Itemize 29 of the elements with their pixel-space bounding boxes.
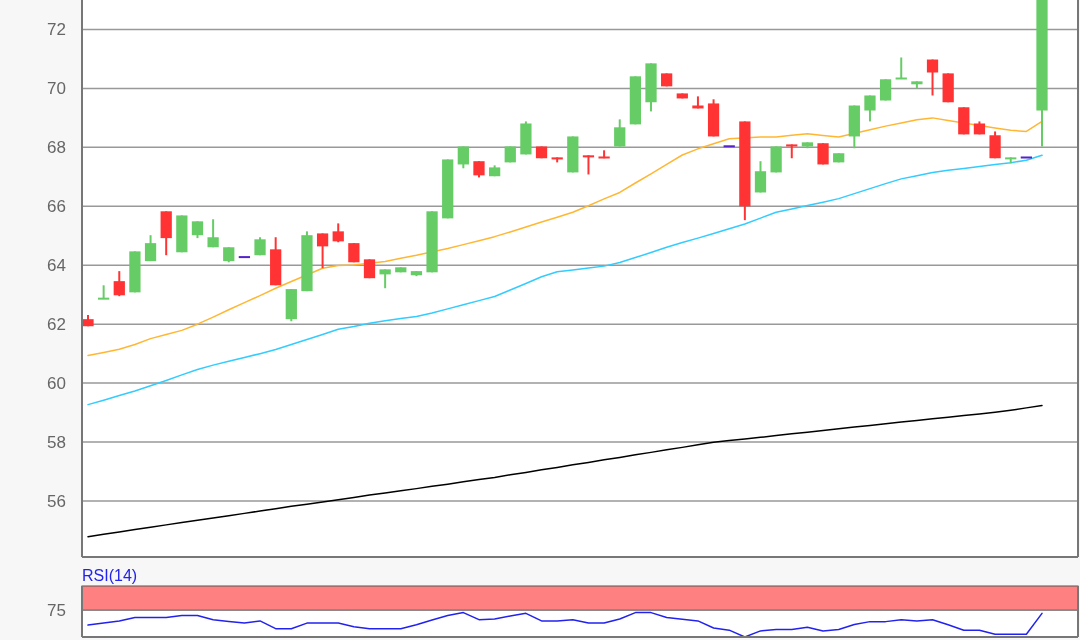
y-tick-label: 72 — [47, 20, 66, 40]
candlestick — [207, 218, 219, 249]
y-tick-label: 56 — [47, 491, 66, 511]
candlestick — [926, 58, 939, 97]
candlestick — [989, 130, 1001, 160]
candlestick — [144, 234, 157, 263]
y-tick-label: 58 — [47, 433, 66, 453]
candlestick — [614, 118, 626, 148]
y-tick-label: 64 — [47, 256, 66, 276]
line-series — [87, 154, 1043, 406]
y-tick-label: 60 — [47, 374, 66, 394]
y-tick-label: 62 — [47, 315, 66, 335]
candlestick — [332, 222, 344, 244]
candlestick — [754, 160, 767, 194]
chart-title: RSI(14) — [82, 567, 138, 584]
candlestick — [457, 145, 469, 170]
candlestick — [582, 154, 595, 176]
line-series — [87, 117, 1043, 357]
line-series — [87, 404, 1043, 538]
band-label: 75 — [47, 601, 66, 621]
y-tick-label: 70 — [47, 79, 66, 99]
y-tick-label: 66 — [47, 197, 66, 217]
candlestick — [316, 232, 329, 270]
candlestick — [379, 268, 391, 290]
candlestick — [864, 94, 876, 123]
candlestick — [113, 270, 125, 298]
candlestick — [895, 56, 907, 80]
candlestick — [98, 284, 110, 301]
y-tick-label: 68 — [47, 138, 66, 158]
